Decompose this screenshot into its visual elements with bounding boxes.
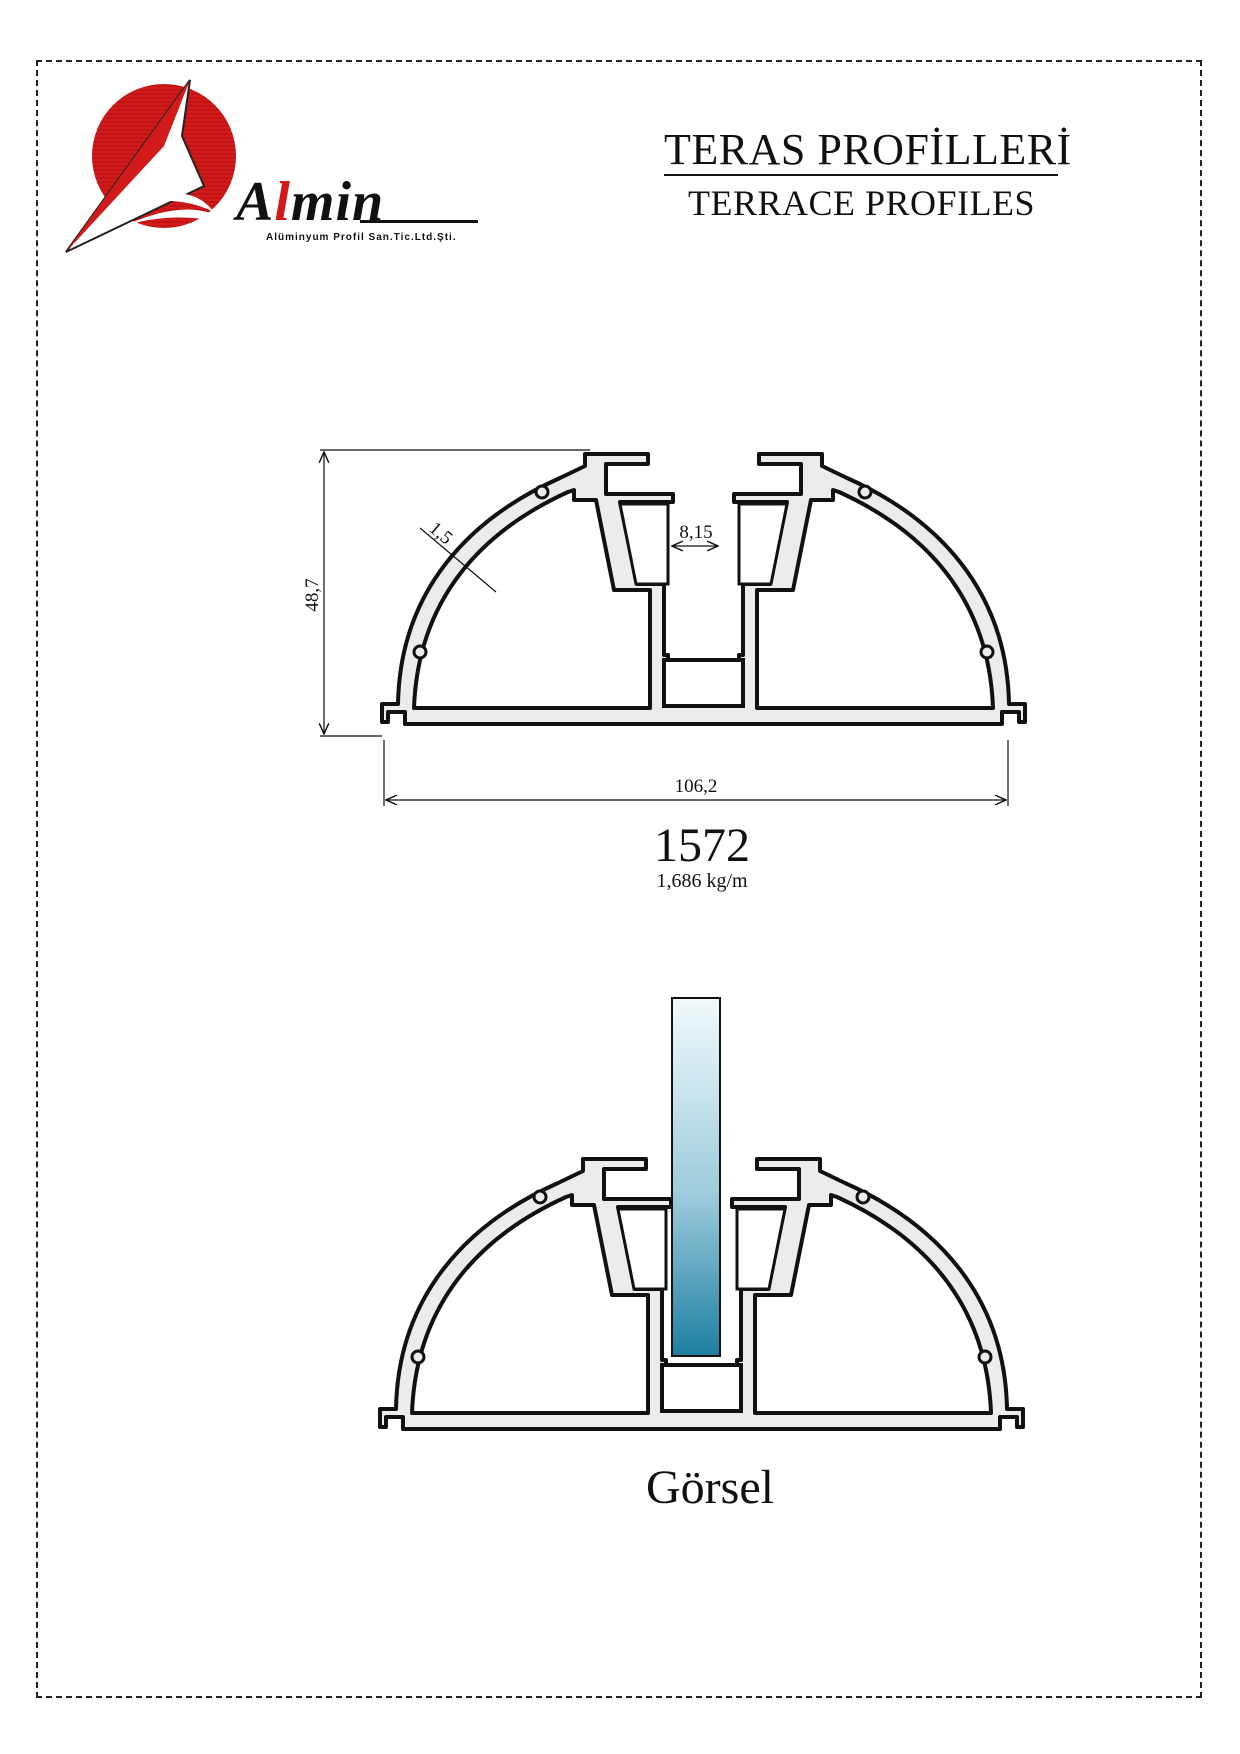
title-english: TERRACE PROFILES (688, 183, 1036, 223)
almin-logo (65, 79, 236, 253)
wall-dimension-line (419, 527, 497, 593)
glass-panel (671, 997, 721, 1357)
height-dimension-label: 48,7 (302, 578, 323, 611)
title-turkish: TERAS PROFİLLERİ (664, 125, 1072, 174)
visual-label: Görsel (646, 1461, 774, 1514)
profile-weight: 1,686 kg/m (656, 870, 748, 892)
brand-name: Almin (236, 171, 385, 233)
width-dimension-label: 106,2 (675, 776, 718, 797)
title-underline (664, 174, 1058, 176)
wall-dimension-label: 1,5 (425, 518, 457, 549)
profile-section-drawing (380, 452, 1027, 726)
page-border (36, 60, 1202, 1698)
profile-code: 1572 (654, 819, 750, 872)
brand-tagline: Alüminyum Profil San.Tic.Ltd.Şti. (266, 232, 457, 243)
gap-dimension-label: 8,15 (679, 522, 712, 543)
brand-underline (360, 220, 478, 223)
